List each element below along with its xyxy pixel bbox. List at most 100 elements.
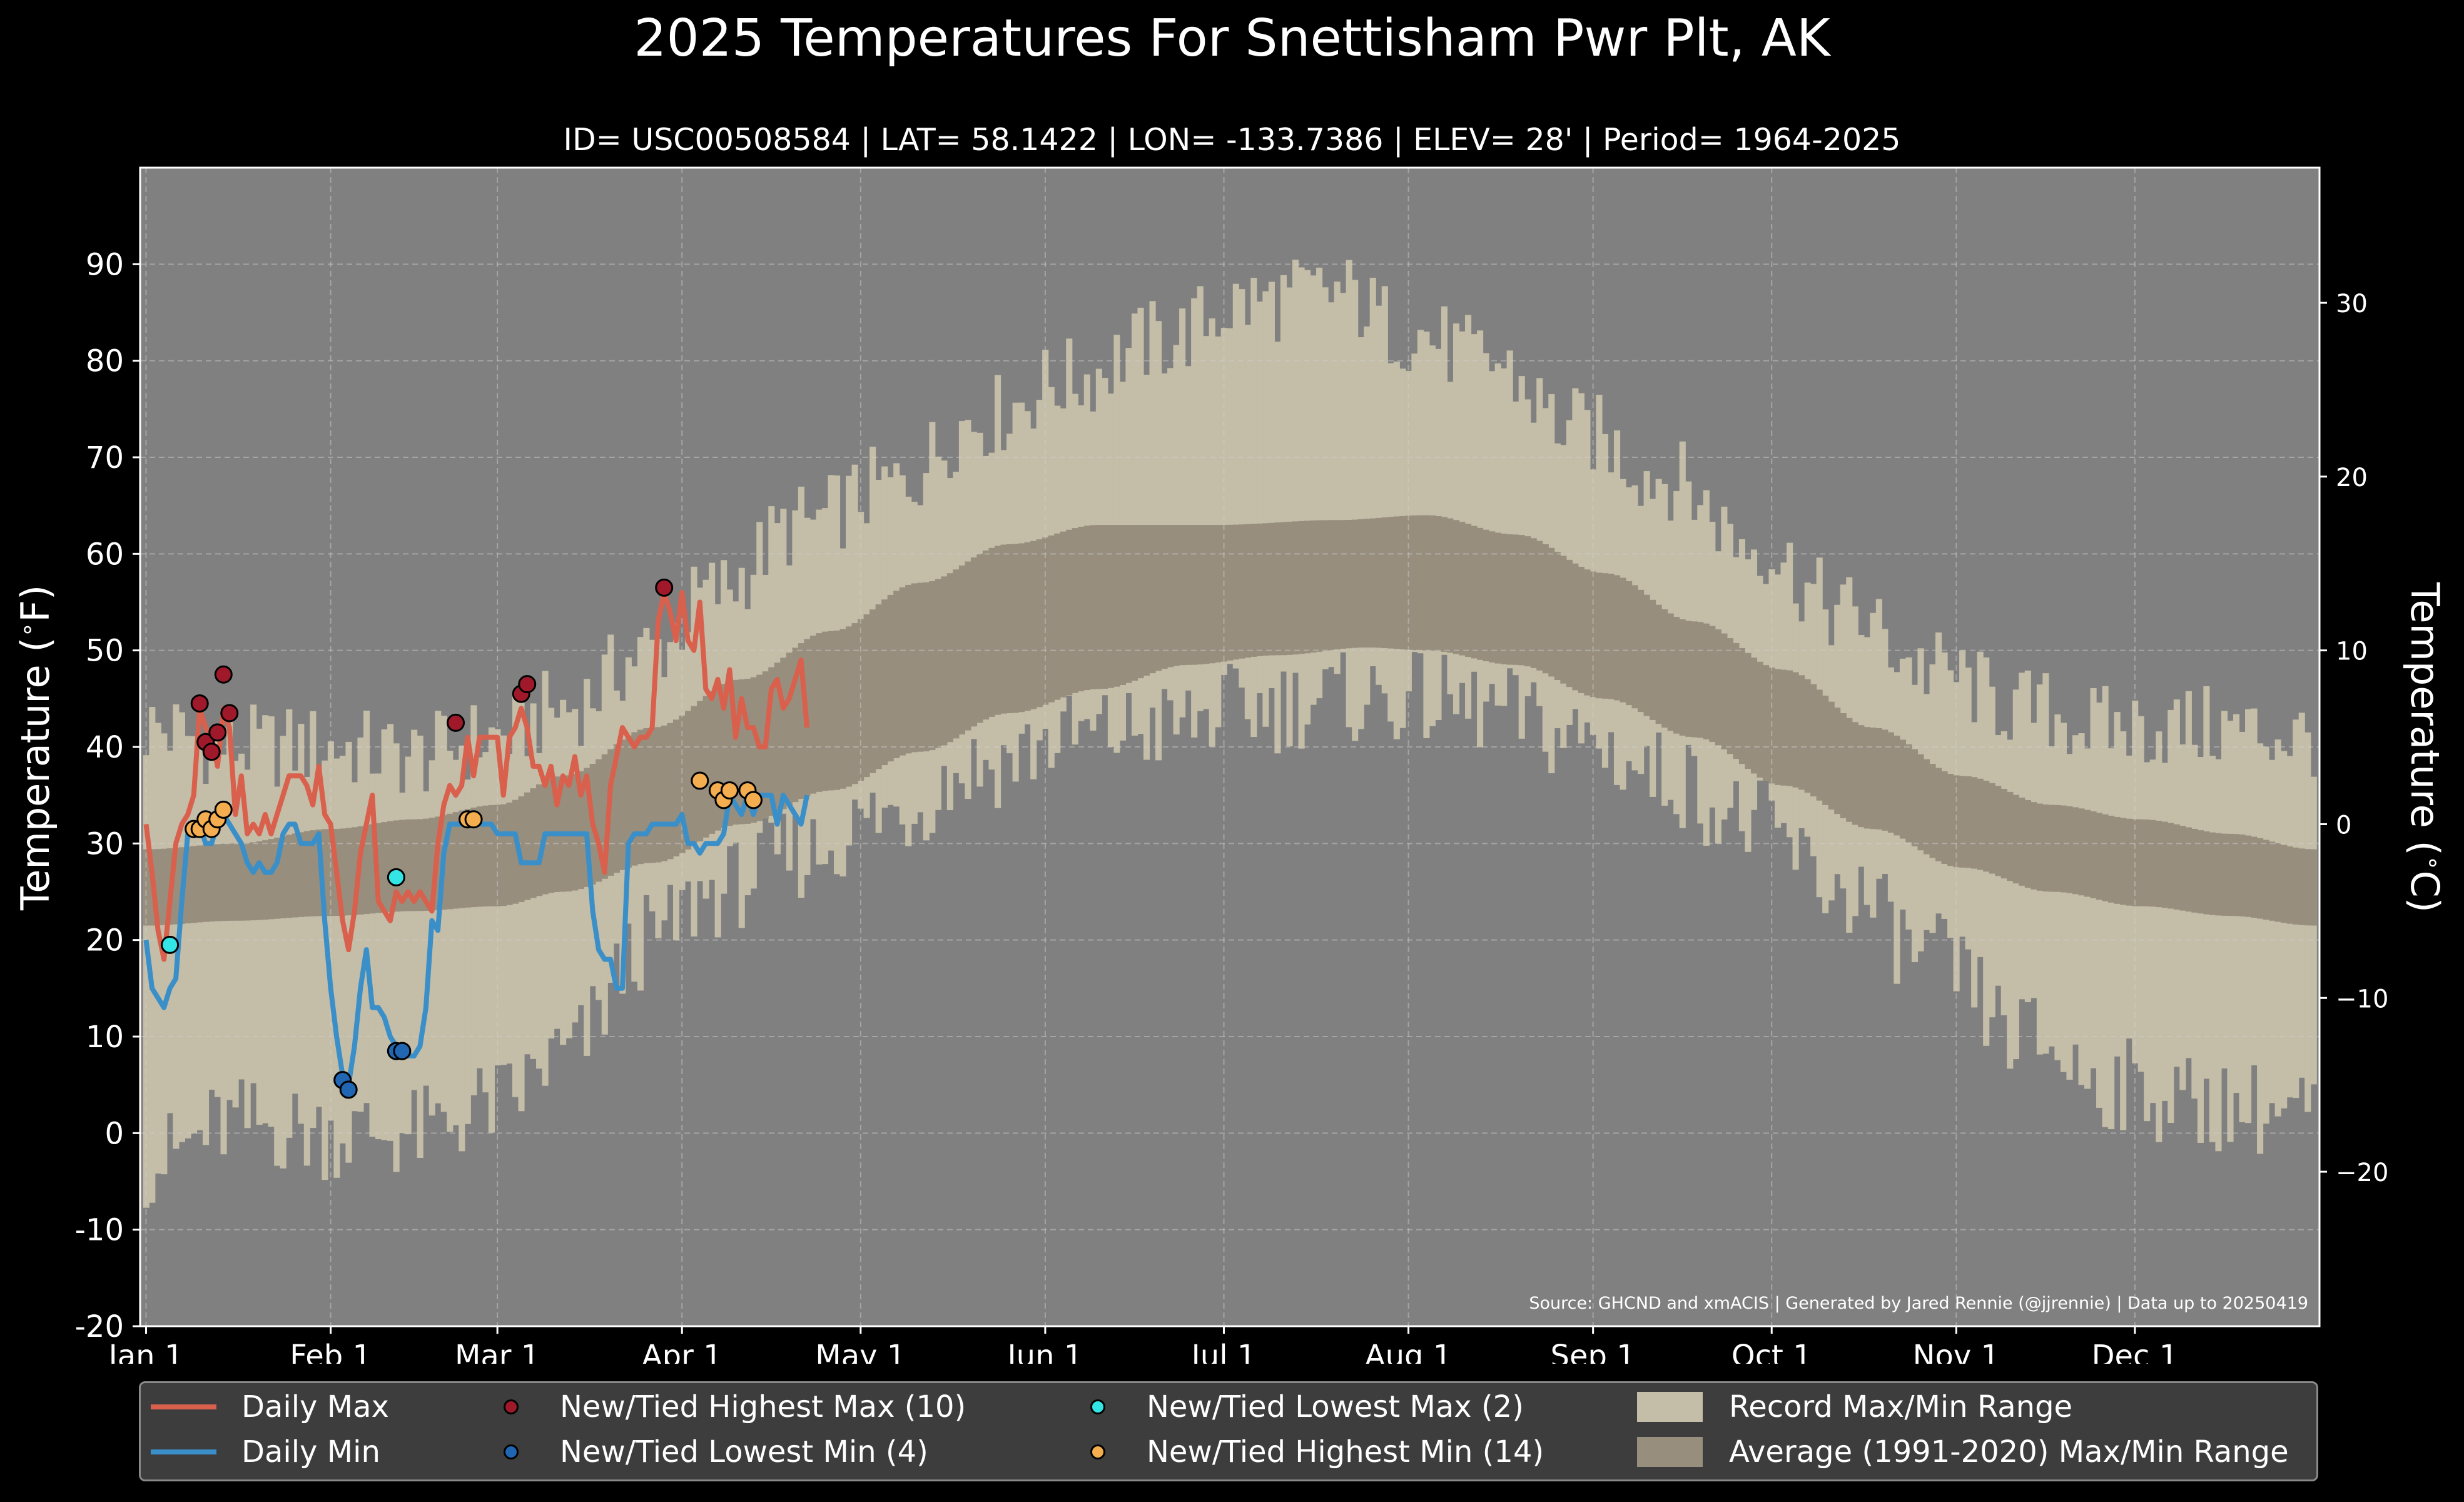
record-range-bar [1685, 481, 1692, 745]
highest-max-marker-icon [504, 1399, 519, 1414]
average-range-bar [506, 802, 513, 905]
average-range-bar [1709, 626, 1716, 742]
y-tick-label: 40 [86, 730, 124, 765]
average-range-bar [1524, 536, 1531, 667]
record-range-bar [149, 707, 156, 1203]
average-range-bar [1078, 526, 1085, 692]
average-range-bar [2233, 834, 2240, 916]
average-range-bar [1173, 525, 1180, 666]
record-range-bar [2179, 744, 2186, 1090]
average-range-bar [2149, 820, 2156, 907]
average-range-swatch [1637, 1437, 1703, 1467]
lowest-max-marker-icon [1090, 1399, 1105, 1414]
average-range-bar [982, 551, 990, 720]
record-range-bar [1441, 306, 1448, 655]
average-range-bar [1376, 517, 1382, 648]
average-range-bar [2084, 809, 2091, 897]
average-range-bar [2298, 848, 2305, 925]
average-range-bar [1894, 735, 1900, 836]
average-range-bar [786, 652, 793, 806]
record-range-bar [2007, 739, 2014, 1069]
average-range-bar [1155, 525, 1162, 671]
legend: Daily Max Daily Min New/Tied Highest Max… [139, 1381, 2318, 1481]
legend-lowest-min: New/Tied Lowest Min (4) [480, 1433, 928, 1471]
average-range-bar [1953, 775, 1960, 868]
legend-label: Daily Min [241, 1434, 380, 1469]
average-range-bar [310, 830, 317, 916]
average-range-bar [809, 636, 817, 794]
record-range-bar [1381, 286, 1388, 694]
record-range-bar [2274, 739, 2281, 1117]
average-range-bar [1405, 515, 1412, 650]
average-range-bar [1822, 695, 1829, 805]
average-range-bar [464, 809, 471, 908]
highest-min-marker [720, 781, 739, 799]
average-range-bar [1131, 525, 1138, 681]
lowest-min-marker [393, 1042, 412, 1060]
average-range-bar [256, 841, 263, 920]
average-range-bar [661, 725, 668, 861]
record-range-bar [2257, 743, 2264, 1154]
average-range-bar [2054, 804, 2061, 892]
legend-daily-min: Daily Min [151, 1433, 380, 1471]
average-range-bar [447, 813, 454, 910]
average-range-bar [1048, 535, 1055, 703]
legend-daily-max: Daily Max [151, 1388, 389, 1426]
average-range-bar [1661, 609, 1668, 728]
record-range-bar [2310, 776, 2317, 1085]
average-range-bar [173, 848, 180, 925]
average-range-bar [196, 845, 203, 923]
record-range-bar [2263, 746, 2269, 1124]
average-range-bar [1250, 524, 1257, 657]
record-range-bar [452, 759, 459, 1125]
daily-max-line [143, 590, 810, 962]
average-range-bar [2048, 804, 2055, 892]
average-range-bar [1667, 613, 1674, 731]
average-range-bar [1429, 515, 1436, 651]
average-range-bar [1024, 542, 1031, 711]
record-range-bar [381, 729, 388, 1140]
average-range-bar [2031, 802, 2037, 890]
highest-min-marker [464, 810, 483, 829]
average-range-bar [798, 643, 804, 799]
average-range-bar [1685, 621, 1692, 737]
average-range-bar [423, 818, 430, 911]
record-range-bar [536, 753, 543, 1069]
record-range-bar [387, 724, 394, 1141]
average-range-bar [2012, 794, 2019, 884]
record-range-bar [399, 793, 406, 1134]
average-range-bar [1608, 574, 1615, 699]
average-range-bar [280, 836, 286, 918]
x-tick-label: Feb 1 [290, 1339, 372, 1364]
lowest-max-marker [161, 935, 180, 954]
x-tick-label: Oct 1 [1731, 1339, 1812, 1364]
average-range-bar [2024, 799, 2031, 888]
average-range-bar [1191, 525, 1198, 665]
average-range-bar [965, 561, 971, 731]
record-range-bar [1149, 301, 1156, 708]
average-range-bar [530, 788, 537, 898]
legend-label: New/Tied Lowest Min (4) [560, 1434, 928, 1469]
average-range-bar [214, 844, 221, 921]
legend-highest-min: New/Tied Highest Min (14) [1067, 1433, 1544, 1471]
average-range-bar [1387, 517, 1394, 649]
average-range-bar [2245, 835, 2252, 917]
record-range-bar [2239, 731, 2246, 1122]
average-range-bar [1167, 525, 1174, 667]
average-range-bar [780, 657, 787, 809]
average-range-bar [828, 631, 834, 791]
y2-axis-ticks: −20 −10 0 10 20 30 [2320, 290, 2388, 1187]
average-range-bar [1959, 776, 1966, 868]
highest-min-marker [744, 791, 763, 809]
record-range-bar [310, 711, 317, 1129]
record-range-bar [280, 736, 286, 1169]
average-range-bar [1840, 713, 1847, 818]
average-range-bar [1274, 522, 1281, 656]
average-range-bar [923, 582, 930, 752]
average-range-bar [393, 820, 400, 912]
record-range-bar [2191, 744, 2198, 1099]
y-tick-label: 10 [86, 1020, 124, 1055]
average-range-bar [1411, 515, 1418, 651]
record-range-bar [303, 776, 310, 1166]
average-range-bar [2000, 789, 2007, 879]
